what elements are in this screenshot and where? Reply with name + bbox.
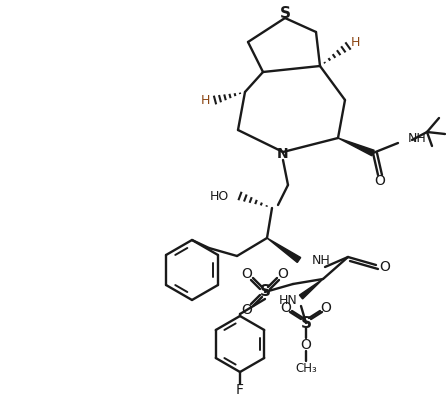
Text: O: O xyxy=(242,303,252,317)
Text: S: S xyxy=(260,285,271,299)
Text: NH: NH xyxy=(312,254,331,267)
Text: S: S xyxy=(280,5,290,20)
Text: CH₃: CH₃ xyxy=(295,362,317,375)
Text: F: F xyxy=(236,383,244,397)
Text: H: H xyxy=(350,36,359,49)
Text: H: H xyxy=(200,94,210,106)
Polygon shape xyxy=(338,138,374,156)
Text: O: O xyxy=(321,301,331,315)
Text: O: O xyxy=(242,267,252,281)
Text: O: O xyxy=(277,267,289,281)
Text: O: O xyxy=(301,338,311,352)
Text: O: O xyxy=(375,174,385,188)
Text: N: N xyxy=(277,147,289,161)
Polygon shape xyxy=(267,238,301,263)
Text: S: S xyxy=(301,315,311,330)
Text: NH: NH xyxy=(408,133,427,146)
Text: HO: HO xyxy=(210,189,229,202)
Text: O: O xyxy=(380,260,390,274)
Text: O: O xyxy=(281,301,291,315)
Polygon shape xyxy=(299,279,323,299)
Text: HN: HN xyxy=(279,294,298,308)
